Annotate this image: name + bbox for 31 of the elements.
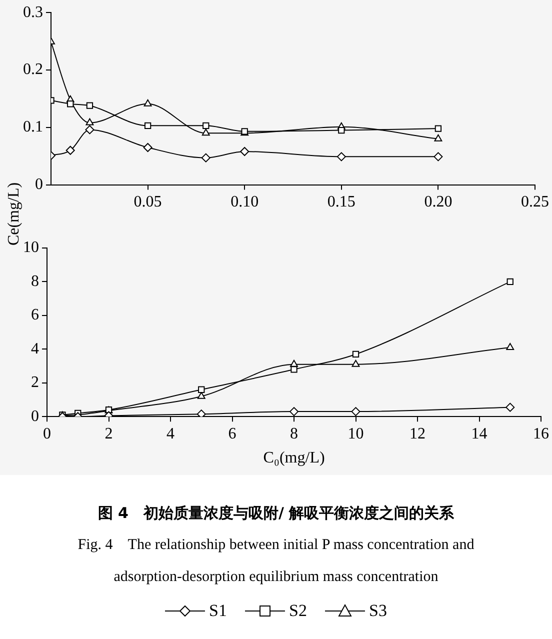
x-tick-label: 10 [348, 425, 364, 442]
y-tick-label: 6 [31, 306, 39, 324]
x-tick-label: 2 [104, 425, 113, 442]
x-tick-label: 0.10 [230, 194, 259, 211]
x-tick-label: 14 [471, 425, 488, 442]
y-tick-label: 4 [31, 340, 39, 358]
y-tick-label: 0 [31, 408, 39, 425]
x-tick-label: 8 [290, 425, 298, 442]
x-tick-label: 12 [410, 425, 426, 442]
legend-label: S3 [368, 601, 387, 621]
y-tick-label: 8 [31, 272, 39, 290]
y-tick-label: 0.2 [23, 61, 43, 78]
caption: 图 4 初始质量浓度与吸附/ 解吸平衡浓度之间的关系 [96, 503, 456, 524]
y-tick-label: 0.1 [23, 118, 43, 136]
x-tick-label: 6 [228, 425, 236, 442]
x-tick-label: 0.25 [521, 194, 549, 211]
legend-label: S2 [289, 601, 307, 621]
x-tick-label: 0.20 [424, 194, 452, 211]
caption: Fig. 4 The relationship between initial P mass concentration and [76, 536, 476, 555]
y-tick-label: 0 [35, 176, 43, 194]
y-tick-label: 10 [23, 239, 39, 256]
legend-label: S1 [209, 601, 228, 621]
x-tick-label: 16 [533, 425, 549, 442]
x-tick-label: 0.05 [134, 194, 162, 211]
y-tick-label: 0.3 [23, 4, 43, 21]
text: adsorption-desorption equilibrium mass concentration [112, 568, 440, 587]
y-tick-label: 2 [31, 374, 39, 392]
x-tick-label: 4 [166, 425, 174, 442]
x-axis-title: C₀(mg/L) [263, 450, 325, 467]
y-axis-title: Ce(mg/L) [5, 182, 24, 246]
x-tick-label: 0.15 [327, 194, 356, 211]
